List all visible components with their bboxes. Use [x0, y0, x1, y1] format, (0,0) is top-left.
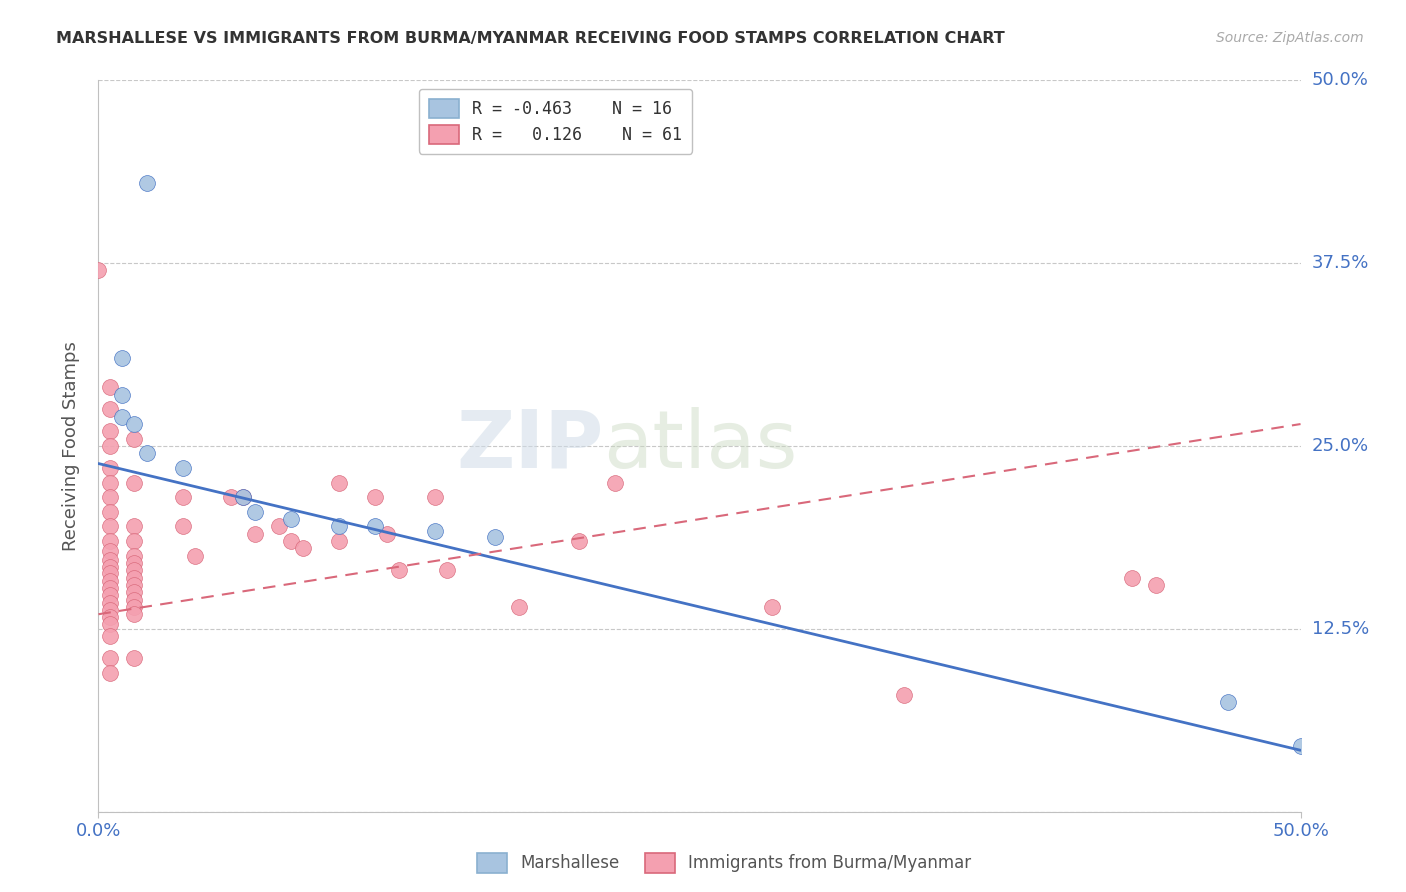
- Point: [243, 526, 266, 541]
- Point: [124, 432, 146, 446]
- Point: [568, 534, 591, 549]
- Point: [100, 490, 122, 504]
- Point: [111, 388, 134, 402]
- Point: [100, 560, 122, 574]
- Point: [100, 475, 122, 490]
- Point: [124, 651, 146, 665]
- Point: [100, 380, 122, 394]
- Point: [100, 566, 122, 581]
- Point: [124, 599, 146, 614]
- Point: [605, 475, 627, 490]
- Point: [124, 475, 146, 490]
- Point: [484, 530, 506, 544]
- Point: [761, 599, 783, 614]
- Point: [124, 563, 146, 577]
- Point: [388, 563, 411, 577]
- Point: [243, 505, 266, 519]
- Point: [100, 574, 122, 588]
- Point: [423, 490, 446, 504]
- Point: [100, 588, 122, 602]
- Point: [183, 549, 205, 563]
- Point: [100, 425, 122, 439]
- Point: [328, 519, 350, 533]
- Point: [124, 549, 146, 563]
- Point: [100, 534, 122, 549]
- Point: [100, 505, 122, 519]
- Text: MARSHALLESE VS IMMIGRANTS FROM BURMA/MYANMAR RECEIVING FOOD STAMPS CORRELATION C: MARSHALLESE VS IMMIGRANTS FROM BURMA/MYA…: [56, 31, 1005, 46]
- Point: [1289, 739, 1312, 753]
- Point: [232, 490, 254, 504]
- Text: 12.5%: 12.5%: [1312, 620, 1369, 638]
- Point: [280, 534, 302, 549]
- Point: [124, 417, 146, 431]
- Point: [893, 688, 915, 702]
- Point: [100, 651, 122, 665]
- Text: 37.5%: 37.5%: [1312, 254, 1369, 272]
- Text: atlas: atlas: [603, 407, 797, 485]
- Point: [135, 176, 157, 190]
- Text: 25.0%: 25.0%: [1312, 437, 1369, 455]
- Point: [87, 263, 110, 277]
- Point: [100, 519, 122, 533]
- Point: [100, 595, 122, 609]
- Point: [291, 541, 314, 556]
- Point: [100, 610, 122, 624]
- Text: Source: ZipAtlas.com: Source: ZipAtlas.com: [1216, 31, 1364, 45]
- Point: [364, 519, 387, 533]
- Point: [436, 563, 458, 577]
- Point: [100, 665, 122, 680]
- Point: [100, 461, 122, 475]
- Point: [100, 629, 122, 643]
- Point: [219, 490, 242, 504]
- Y-axis label: Receiving Food Stamps: Receiving Food Stamps: [62, 341, 80, 551]
- Point: [124, 607, 146, 622]
- Point: [100, 439, 122, 453]
- Point: [172, 519, 194, 533]
- Point: [124, 578, 146, 592]
- Point: [172, 461, 194, 475]
- Point: [423, 524, 446, 538]
- Point: [100, 581, 122, 595]
- Text: 50.0%: 50.0%: [1312, 71, 1368, 89]
- Point: [508, 599, 530, 614]
- Point: [280, 512, 302, 526]
- Point: [111, 409, 134, 424]
- Point: [267, 519, 290, 533]
- Point: [1121, 571, 1143, 585]
- Point: [328, 475, 350, 490]
- Point: [364, 490, 387, 504]
- Legend: R = -0.463    N = 16, R =   0.126    N = 61: R = -0.463 N = 16, R = 0.126 N = 61: [419, 88, 692, 153]
- Point: [100, 617, 122, 632]
- Point: [124, 534, 146, 549]
- Point: [328, 534, 350, 549]
- Point: [375, 526, 398, 541]
- Point: [232, 490, 254, 504]
- Point: [1218, 695, 1240, 709]
- Legend: Marshallese, Immigrants from Burma/Myanmar: Marshallese, Immigrants from Burma/Myanm…: [471, 847, 977, 880]
- Point: [100, 603, 122, 617]
- Point: [172, 490, 194, 504]
- Point: [111, 351, 134, 366]
- Point: [100, 544, 122, 558]
- Point: [100, 402, 122, 417]
- Point: [124, 592, 146, 607]
- Point: [124, 556, 146, 570]
- Point: [1144, 578, 1167, 592]
- Text: ZIP: ZIP: [456, 407, 603, 485]
- Point: [124, 519, 146, 533]
- Point: [100, 553, 122, 567]
- Point: [135, 446, 157, 460]
- Point: [124, 571, 146, 585]
- Point: [124, 585, 146, 599]
